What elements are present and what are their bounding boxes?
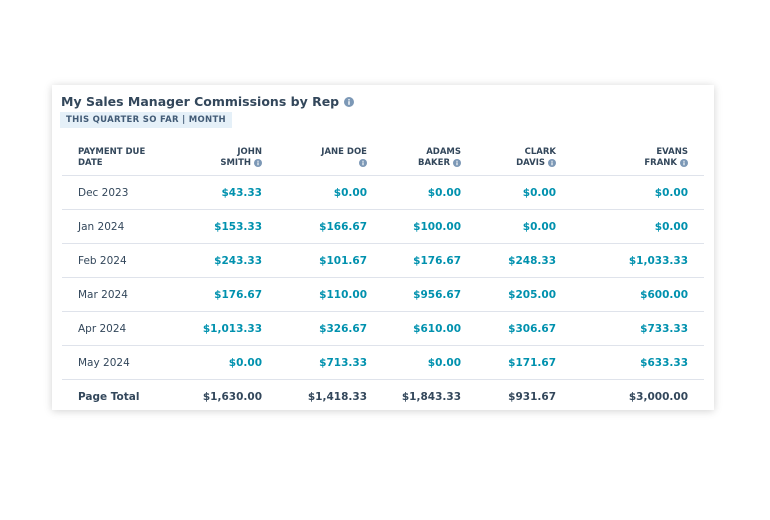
table-row: Mar 2024 $176.67 $110.00 $956.67 $205.00 $600…: [62, 277, 704, 312]
payment-date-cell: Feb 2024: [62, 243, 200, 278]
commission-cell: $0.00: [383, 345, 477, 380]
commission-cell: $326.67: [278, 311, 383, 346]
table-row: Apr 2024 $1,013.33 $326.67 $610.00 $306.67 $7…: [62, 311, 704, 346]
commission-cell: $610.00: [383, 311, 477, 346]
commission-cell: $176.67: [200, 277, 278, 312]
total-cell: $931.67: [508, 391, 556, 403]
total-cell: $1,418.33: [307, 391, 367, 403]
total-cell: $3,000.00: [628, 391, 688, 403]
commission-cell: $110.00: [278, 277, 383, 312]
total-cell: $1,630.00: [202, 391, 262, 403]
commission-cell: $243.33: [200, 243, 278, 278]
commission-cell: $0.00: [572, 209, 704, 244]
commission-cell: $1,013.33: [200, 311, 278, 346]
column-header: ADAMS BAKER: [383, 142, 477, 176]
commission-cell: $0.00: [477, 209, 572, 244]
column-header-text: JOHN SMITH: [220, 147, 262, 168]
commission-cell: $176.67: [383, 243, 477, 278]
report-card: My Sales Manager Commissions by Rep THIS…: [52, 85, 714, 410]
payment-date-cell: Mar 2024: [62, 277, 200, 312]
commission-cell: $0.00: [477, 175, 572, 210]
info-icon[interactable]: [344, 96, 355, 107]
date-range-badge[interactable]: THIS QUARTER SO FAR | MONTH: [60, 112, 232, 128]
column-header: CLARK DAVIS: [477, 142, 572, 176]
commission-cell: $205.00: [477, 277, 572, 312]
commission-cell: $101.67: [278, 243, 383, 278]
column-header: JANE DOE: [278, 142, 383, 176]
total-row: Page Total $1,630.00 $1,418.33 $1,843.33 $93…: [62, 380, 704, 415]
table-row: Jan 2024 $153.33 $166.67 $100.00 $0.00 $0.00: [62, 209, 704, 244]
commission-cell: $0.00: [572, 175, 704, 210]
header-row: PAYMENT DUE DATE JOHN SMITH JANE DOE ADAMS …: [62, 142, 704, 176]
info-icon[interactable]: [359, 158, 367, 167]
commission-cell: $171.67: [477, 345, 572, 380]
commission-cell: $733.33: [572, 311, 704, 346]
payment-date-cell: Jan 2024: [62, 209, 200, 244]
info-icon[interactable]: [548, 158, 556, 167]
commission-cell: $0.00: [278, 175, 383, 210]
payment-date-cell: Apr 2024: [62, 311, 200, 346]
total-cell: $1,843.33: [401, 391, 461, 403]
info-icon[interactable]: [680, 158, 688, 167]
commission-cell: $1,033.33: [572, 243, 704, 278]
report-title: My Sales Manager Commissions by Rep: [61, 94, 340, 109]
commission-cell: $100.00: [383, 209, 477, 244]
table-row: Feb 2024 $243.33 $101.67 $176.67 $248.33 $1,0…: [62, 243, 704, 278]
column-header: PAYMENT DUE DATE: [62, 142, 200, 176]
column-header-text: EVANS FRANK: [644, 147, 688, 168]
commission-cell: $153.33: [200, 209, 278, 244]
total-label: Page Total: [78, 391, 140, 403]
commission-cell: $0.00: [200, 345, 278, 380]
column-header-text: ADAMS BAKER: [418, 147, 461, 168]
table-row: May 2024 $0.00 $713.33 $0.00 $171.67 $633.33: [62, 345, 704, 380]
commission-cell: $600.00: [572, 277, 704, 312]
report-title-row: My Sales Manager Commissions by Rep: [61, 94, 355, 109]
commission-cell: $166.67: [278, 209, 383, 244]
payment-date-cell: May 2024: [62, 345, 200, 380]
commissions-table: PAYMENT DUE DATE JOHN SMITH JANE DOE ADAMS …: [62, 142, 704, 414]
column-header: EVANS FRANK: [572, 142, 704, 176]
column-header-text: CLARK DAVIS: [516, 147, 556, 168]
commission-cell: $248.33: [477, 243, 572, 278]
payment-date-cell: Dec 2023: [62, 175, 200, 210]
column-header: JOHN SMITH: [200, 142, 278, 176]
commission-cell: $306.67: [477, 311, 572, 346]
commission-cell: $43.33: [200, 175, 278, 210]
info-icon[interactable]: [453, 158, 461, 167]
commission-cell: $956.67: [383, 277, 477, 312]
commission-cell: $0.00: [383, 175, 477, 210]
table-row: Dec 2023 $43.33 $0.00 $0.00 $0.00 $0.00: [62, 175, 704, 210]
info-icon[interactable]: [254, 158, 262, 167]
column-header-text: JANE DOE: [321, 147, 367, 169]
column-header-text: PAYMENT DUE DATE: [78, 147, 146, 168]
commission-cell: $633.33: [572, 345, 704, 380]
commission-cell: $713.33: [278, 345, 383, 380]
